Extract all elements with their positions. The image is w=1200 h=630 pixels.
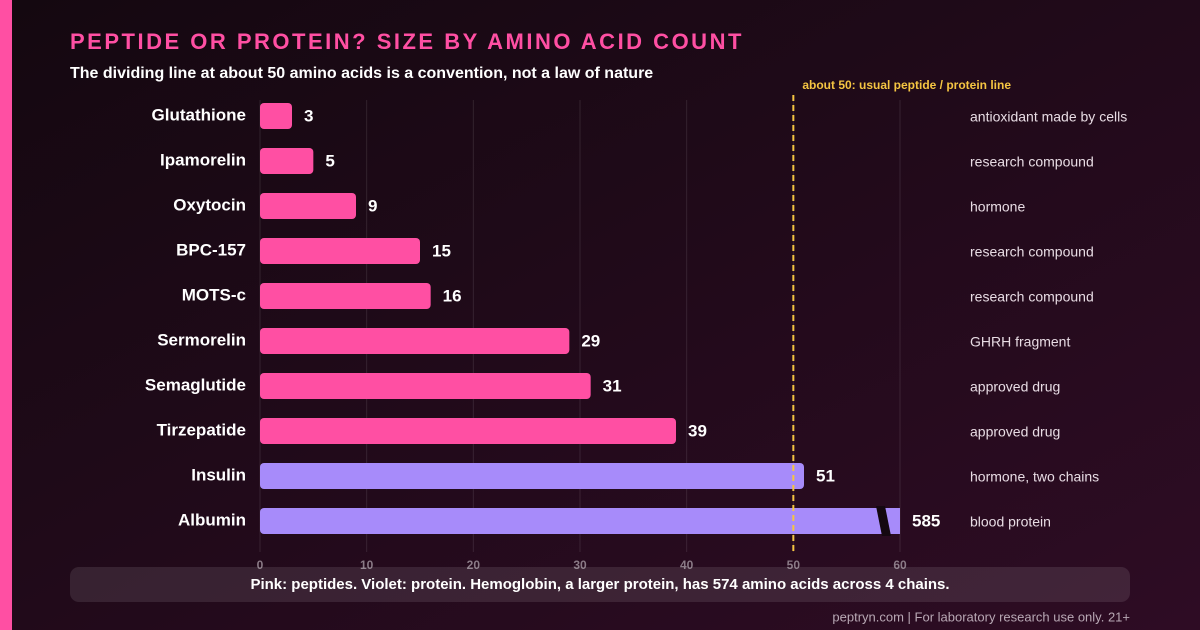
- note: approved drug: [970, 424, 1060, 440]
- value-label: 16: [443, 286, 462, 305]
- category-label: Tirzepatide: [157, 420, 246, 439]
- category-label: BPC-157: [176, 240, 246, 259]
- bar: [260, 238, 420, 264]
- category-label: MOTS-c: [182, 285, 246, 304]
- bar: [260, 508, 900, 534]
- bar: [260, 463, 804, 489]
- category-label: Insulin: [191, 465, 246, 484]
- value-label: 39: [688, 421, 707, 440]
- note: blood protein: [970, 514, 1051, 530]
- value-label: 51: [816, 466, 835, 485]
- category-label: Albumin: [178, 510, 246, 529]
- category-label: Ipamorelin: [160, 150, 246, 169]
- value-label: 9: [368, 196, 377, 215]
- bar: [260, 283, 431, 309]
- category-label: Oxytocin: [173, 195, 246, 214]
- value-label: 29: [581, 331, 600, 350]
- note: research compound: [970, 289, 1094, 305]
- reference-label: about 50: usual peptide / protein line: [802, 78, 1011, 92]
- bar: [260, 148, 314, 174]
- bar: [260, 418, 676, 444]
- note: hormone, two chains: [970, 469, 1099, 485]
- bar: [260, 103, 292, 129]
- value-label: 15: [432, 241, 451, 260]
- accent-strip: [0, 0, 12, 630]
- overlay: Glutathione 3 antioxidant made by cells Ipa…: [145, 78, 1127, 552]
- chart-subtitle: The dividing line at about 50 amino acid…: [70, 65, 653, 82]
- value-label: 585: [912, 511, 940, 530]
- bars: [260, 103, 900, 534]
- note: research compound: [970, 154, 1094, 170]
- category-label: Sermorelin: [157, 330, 246, 349]
- axis-break: [876, 506, 891, 536]
- bar: [260, 328, 570, 354]
- x-tick-label: 30: [573, 558, 587, 572]
- caption-box: [70, 567, 1130, 602]
- caption: Pink: peptides. Violet: protein. Hemoglo…: [250, 576, 949, 593]
- category-label: Semaglutide: [145, 375, 246, 394]
- value-label: 3: [304, 106, 313, 125]
- x-tick-label: 10: [360, 558, 374, 572]
- value-label: 5: [325, 151, 334, 170]
- chart-title: PEPTIDE OR PROTEIN? SIZE BY AMINO ACID C…: [70, 29, 744, 54]
- note: approved drug: [970, 379, 1060, 395]
- x-tick-label: 40: [680, 558, 694, 572]
- note: research compound: [970, 244, 1094, 260]
- category-label: Glutathione: [152, 105, 246, 124]
- value-label: 31: [603, 376, 622, 395]
- x-tick-label: 0: [257, 558, 264, 572]
- bar: [260, 193, 356, 219]
- note: antioxidant made by cells: [970, 109, 1127, 125]
- x-tick-label: 60: [893, 558, 907, 572]
- bar: [260, 373, 591, 399]
- note: GHRH fragment: [970, 334, 1070, 350]
- footer: peptryn.com | For laboratory research us…: [832, 609, 1130, 624]
- x-tick-label: 50: [787, 558, 801, 572]
- note: hormone: [970, 199, 1025, 215]
- x-tick-label: 20: [467, 558, 481, 572]
